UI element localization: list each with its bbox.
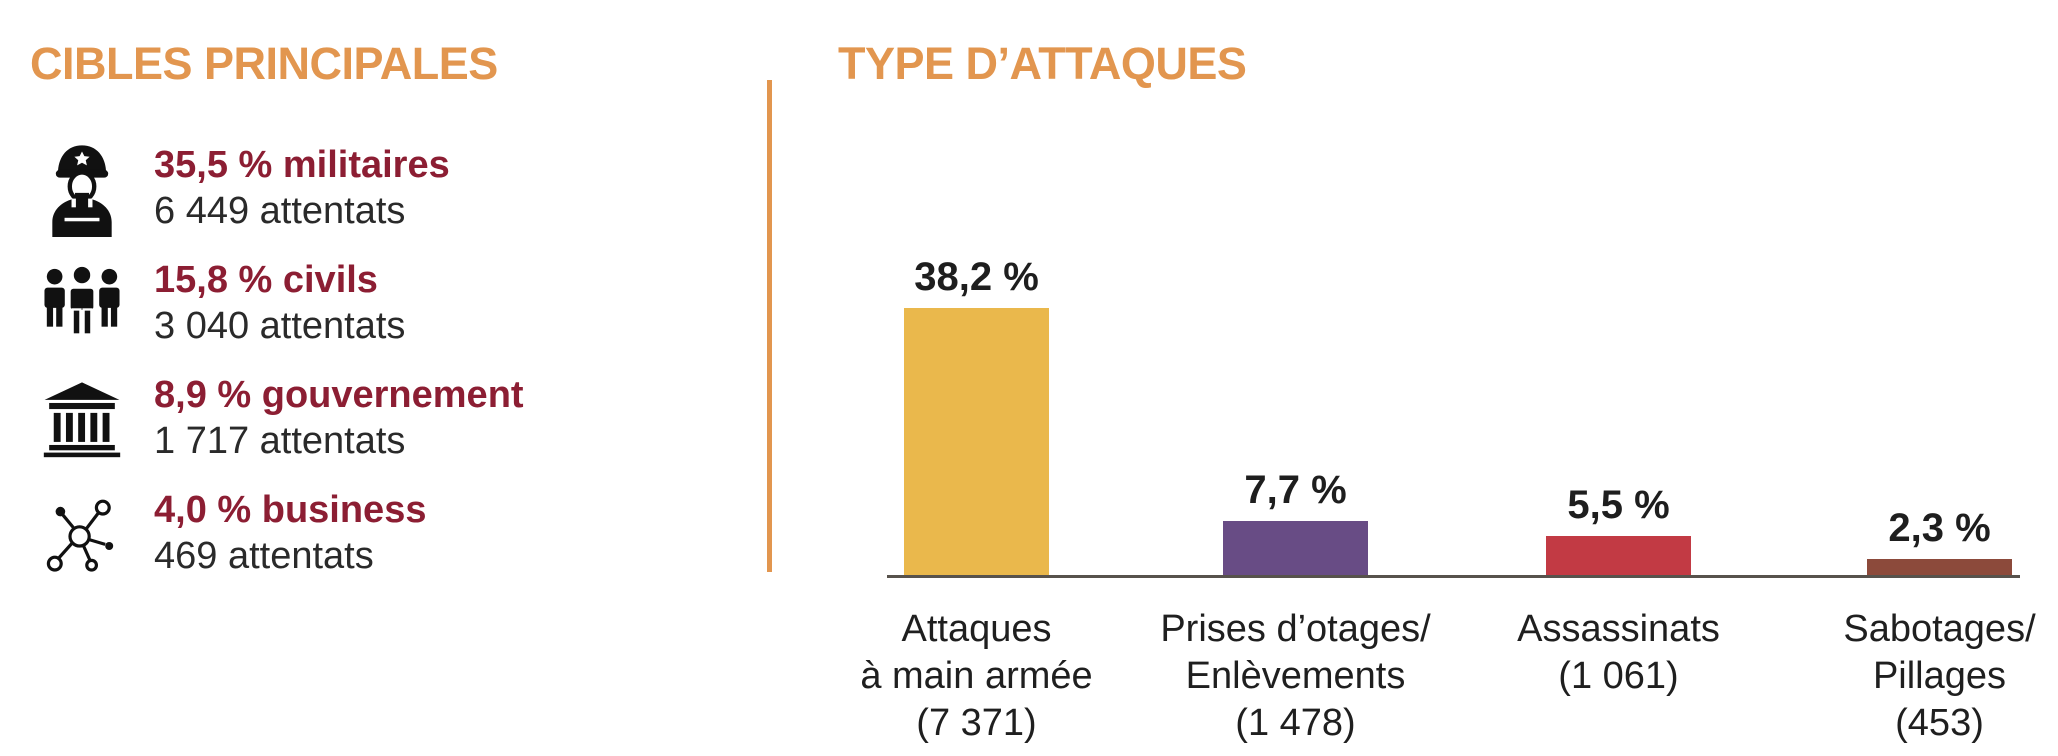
target-headline: 4,0 % business [154, 489, 427, 531]
civilians-icon [34, 255, 130, 353]
bar-category-label: Attaques à main armée (7 371) [860, 608, 1093, 744]
target-headline: 35,5 % militaires [154, 144, 450, 186]
bar-1 [1223, 521, 1368, 575]
bar-2 [1546, 536, 1691, 575]
bar-value-label: 2,3 % [1888, 506, 1991, 550]
target-text: 4,0 % business 469 attentats [154, 487, 426, 579]
business-icon [34, 485, 130, 583]
target-item-civils: 15,8 % civils 3 040 attentats [34, 255, 734, 355]
x-axis-line [887, 575, 2020, 578]
target-detail: 469 attentats [154, 535, 374, 577]
bar-value-label: 5,5 % [1567, 483, 1670, 527]
target-text: 8,9 % gouvernement 1 717 attentats [154, 372, 524, 464]
bar-category-label: Sabotages/Pillages (453) [1843, 608, 2036, 744]
bar-0 [904, 308, 1049, 575]
section-divider [767, 80, 772, 572]
bar-value-label: 38,2 % [914, 255, 1039, 299]
target-item-business: 4,0 % business 469 attentats [34, 485, 734, 585]
bar-chart: 38,2 % Attaques à main armée (7 371) 7,7 % Pr… [860, 230, 2035, 744]
target-text: 35,5 % militaires 6 449 attentats [154, 142, 450, 234]
bar-value-label: 7,7 % [1244, 468, 1347, 512]
chart-title: TYPE D’ATTAQUES [838, 38, 1247, 89]
target-detail: 6 449 attentats [154, 190, 406, 232]
target-detail: 3 040 attentats [154, 305, 406, 347]
target-headline: 15,8 % civils [154, 259, 378, 301]
targets-title: CIBLES PRINCIPALES [30, 38, 498, 89]
bar-3 [1867, 559, 2012, 575]
target-text: 15,8 % civils 3 040 attentats [154, 257, 405, 349]
target-item-militaires: 35,5 % militaires 6 449 attentats [34, 140, 734, 240]
target-detail: 1 717 attentats [154, 420, 406, 462]
target-item-gouvernement: 8,9 % gouvernement 1 717 attentats [34, 370, 734, 470]
target-headline: 8,9 % gouvernement [154, 374, 524, 416]
government-icon [34, 370, 130, 468]
bar-category-label: Assassinats (1 061) [1517, 608, 1720, 697]
soldier-icon [34, 140, 130, 238]
bar-category-label: Prises d’otages/Enlèvements (1 478) [1160, 608, 1431, 744]
